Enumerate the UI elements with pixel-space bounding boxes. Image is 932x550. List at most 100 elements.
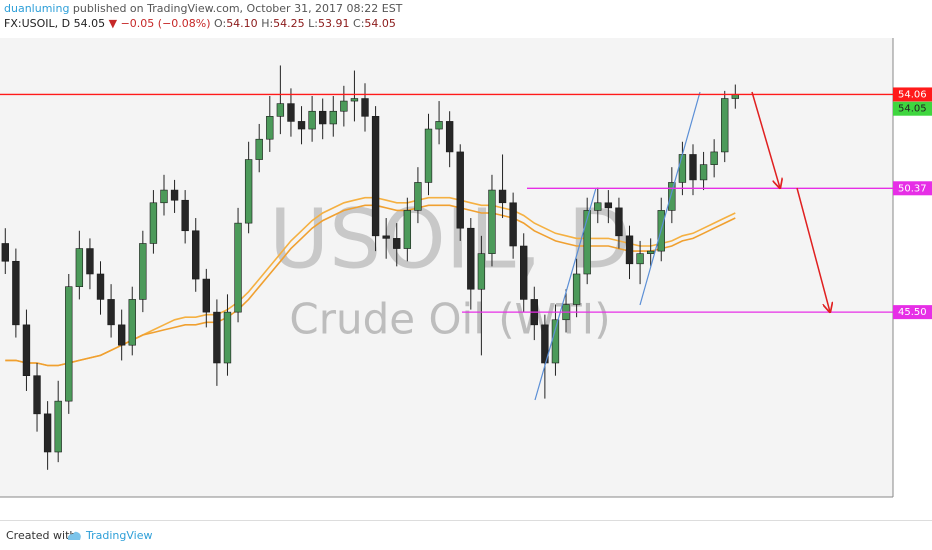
candle-body	[234, 222, 242, 313]
candle-body	[266, 116, 274, 140]
candle-body	[435, 121, 443, 130]
moving-average	[5, 204, 736, 367]
candle-body	[604, 202, 613, 209]
candle-body	[107, 299, 115, 326]
candle-body	[192, 230, 200, 280]
candle-body	[75, 248, 84, 287]
last-price: 54.05	[73, 17, 106, 30]
author[interactable]: duanluming	[4, 2, 70, 15]
publish-line: duanluming published on TradingView.com,…	[4, 1, 402, 16]
candle-body	[572, 273, 581, 305]
level-label: 50.37	[898, 183, 927, 194]
level-tag	[893, 87, 932, 102]
open: 54.10	[226, 17, 258, 30]
candle-body	[350, 98, 359, 102]
candle-body	[329, 110, 337, 125]
candle-body	[33, 375, 41, 415]
candle-body	[371, 116, 380, 237]
candle-body	[594, 202, 602, 211]
candle-body	[689, 154, 697, 181]
candle-body	[1, 243, 9, 262]
brand[interactable]: TradingView	[86, 529, 153, 542]
chart: USOIL, D Crude Oil (WTI) 54.0650.3745.50…	[0, 38, 932, 498]
candle-body	[488, 189, 496, 254]
candle-body	[86, 248, 94, 275]
candle-body	[65, 286, 73, 402]
candle-body	[308, 110, 316, 130]
candle-body	[160, 189, 168, 204]
candle-body	[54, 400, 62, 453]
candle-body	[467, 227, 475, 290]
candle-body	[96, 273, 105, 300]
candle-body	[223, 311, 232, 364]
candle-body	[213, 311, 221, 364]
candle-body	[445, 121, 454, 153]
candle-body	[721, 98, 729, 153]
low: 53.91	[318, 17, 350, 30]
watermark-symbol: USOIL, D	[269, 192, 631, 287]
trend-line	[639, 91, 701, 306]
candle-body	[181, 199, 189, 232]
candle-body	[403, 210, 412, 249]
candle-body	[636, 253, 644, 265]
close-label: C:	[353, 17, 365, 30]
candle-body	[541, 324, 549, 364]
high: 54.25	[273, 17, 305, 30]
header: duanluming published on TradingView.com,…	[4, 1, 402, 31]
candle-body	[477, 253, 486, 290]
plot-area	[0, 38, 893, 497]
candle-body	[520, 245, 528, 300]
candle-body	[12, 260, 20, 326]
created-with: Created with	[6, 529, 77, 542]
close: 54.05	[364, 17, 396, 30]
candle-body	[699, 164, 708, 181]
level-tag	[893, 305, 932, 320]
candle-body	[340, 100, 348, 112]
candle-body	[393, 238, 401, 249]
level-label: 54.06	[898, 89, 927, 100]
candle-body	[382, 235, 390, 239]
candle-body	[319, 110, 327, 125]
trend-line	[534, 187, 597, 401]
candle-body	[646, 250, 655, 254]
candle-body	[276, 103, 285, 117]
candle-body	[139, 243, 147, 300]
candle-body	[668, 182, 676, 211]
candle-body	[202, 278, 210, 313]
candle-body	[43, 413, 52, 453]
candle-body	[625, 235, 634, 265]
candle-body	[297, 121, 306, 130]
logo	[67, 531, 81, 540]
level-tag	[893, 181, 932, 196]
candle-body	[170, 189, 179, 201]
candle-body	[424, 128, 433, 183]
candle-body	[456, 151, 464, 229]
candle-body	[117, 324, 126, 346]
candle-body	[731, 94, 739, 99]
candle-body	[244, 159, 253, 224]
last-price-tag	[893, 101, 932, 116]
projection-arrows	[751, 91, 830, 312]
arrow	[751, 91, 780, 188]
candle-body	[710, 151, 718, 165]
candles	[1, 65, 739, 470]
candle-body	[583, 210, 591, 275]
moving-averages	[5, 196, 736, 367]
high-label: H:	[261, 17, 274, 30]
candle-body	[678, 154, 687, 183]
footer: Created with TradingView	[0, 520, 932, 550]
candle-body	[287, 103, 295, 122]
candle-body	[414, 182, 422, 211]
candle-body	[615, 207, 623, 237]
arrow	[796, 187, 830, 312]
last-price-label: 54.05	[898, 104, 927, 115]
trend-lines	[534, 91, 701, 401]
candle-body	[149, 202, 158, 244]
quote-line: FX:USOIL, D 54.05 ▼ −0.05 (−0.08%) O:54.…	[4, 16, 402, 31]
candle-body	[498, 189, 507, 204]
candle-body	[255, 138, 263, 160]
candle-body	[128, 299, 136, 346]
low-label: L:	[308, 17, 319, 30]
change: ▼ −0.05 (−0.08%)	[108, 17, 211, 30]
